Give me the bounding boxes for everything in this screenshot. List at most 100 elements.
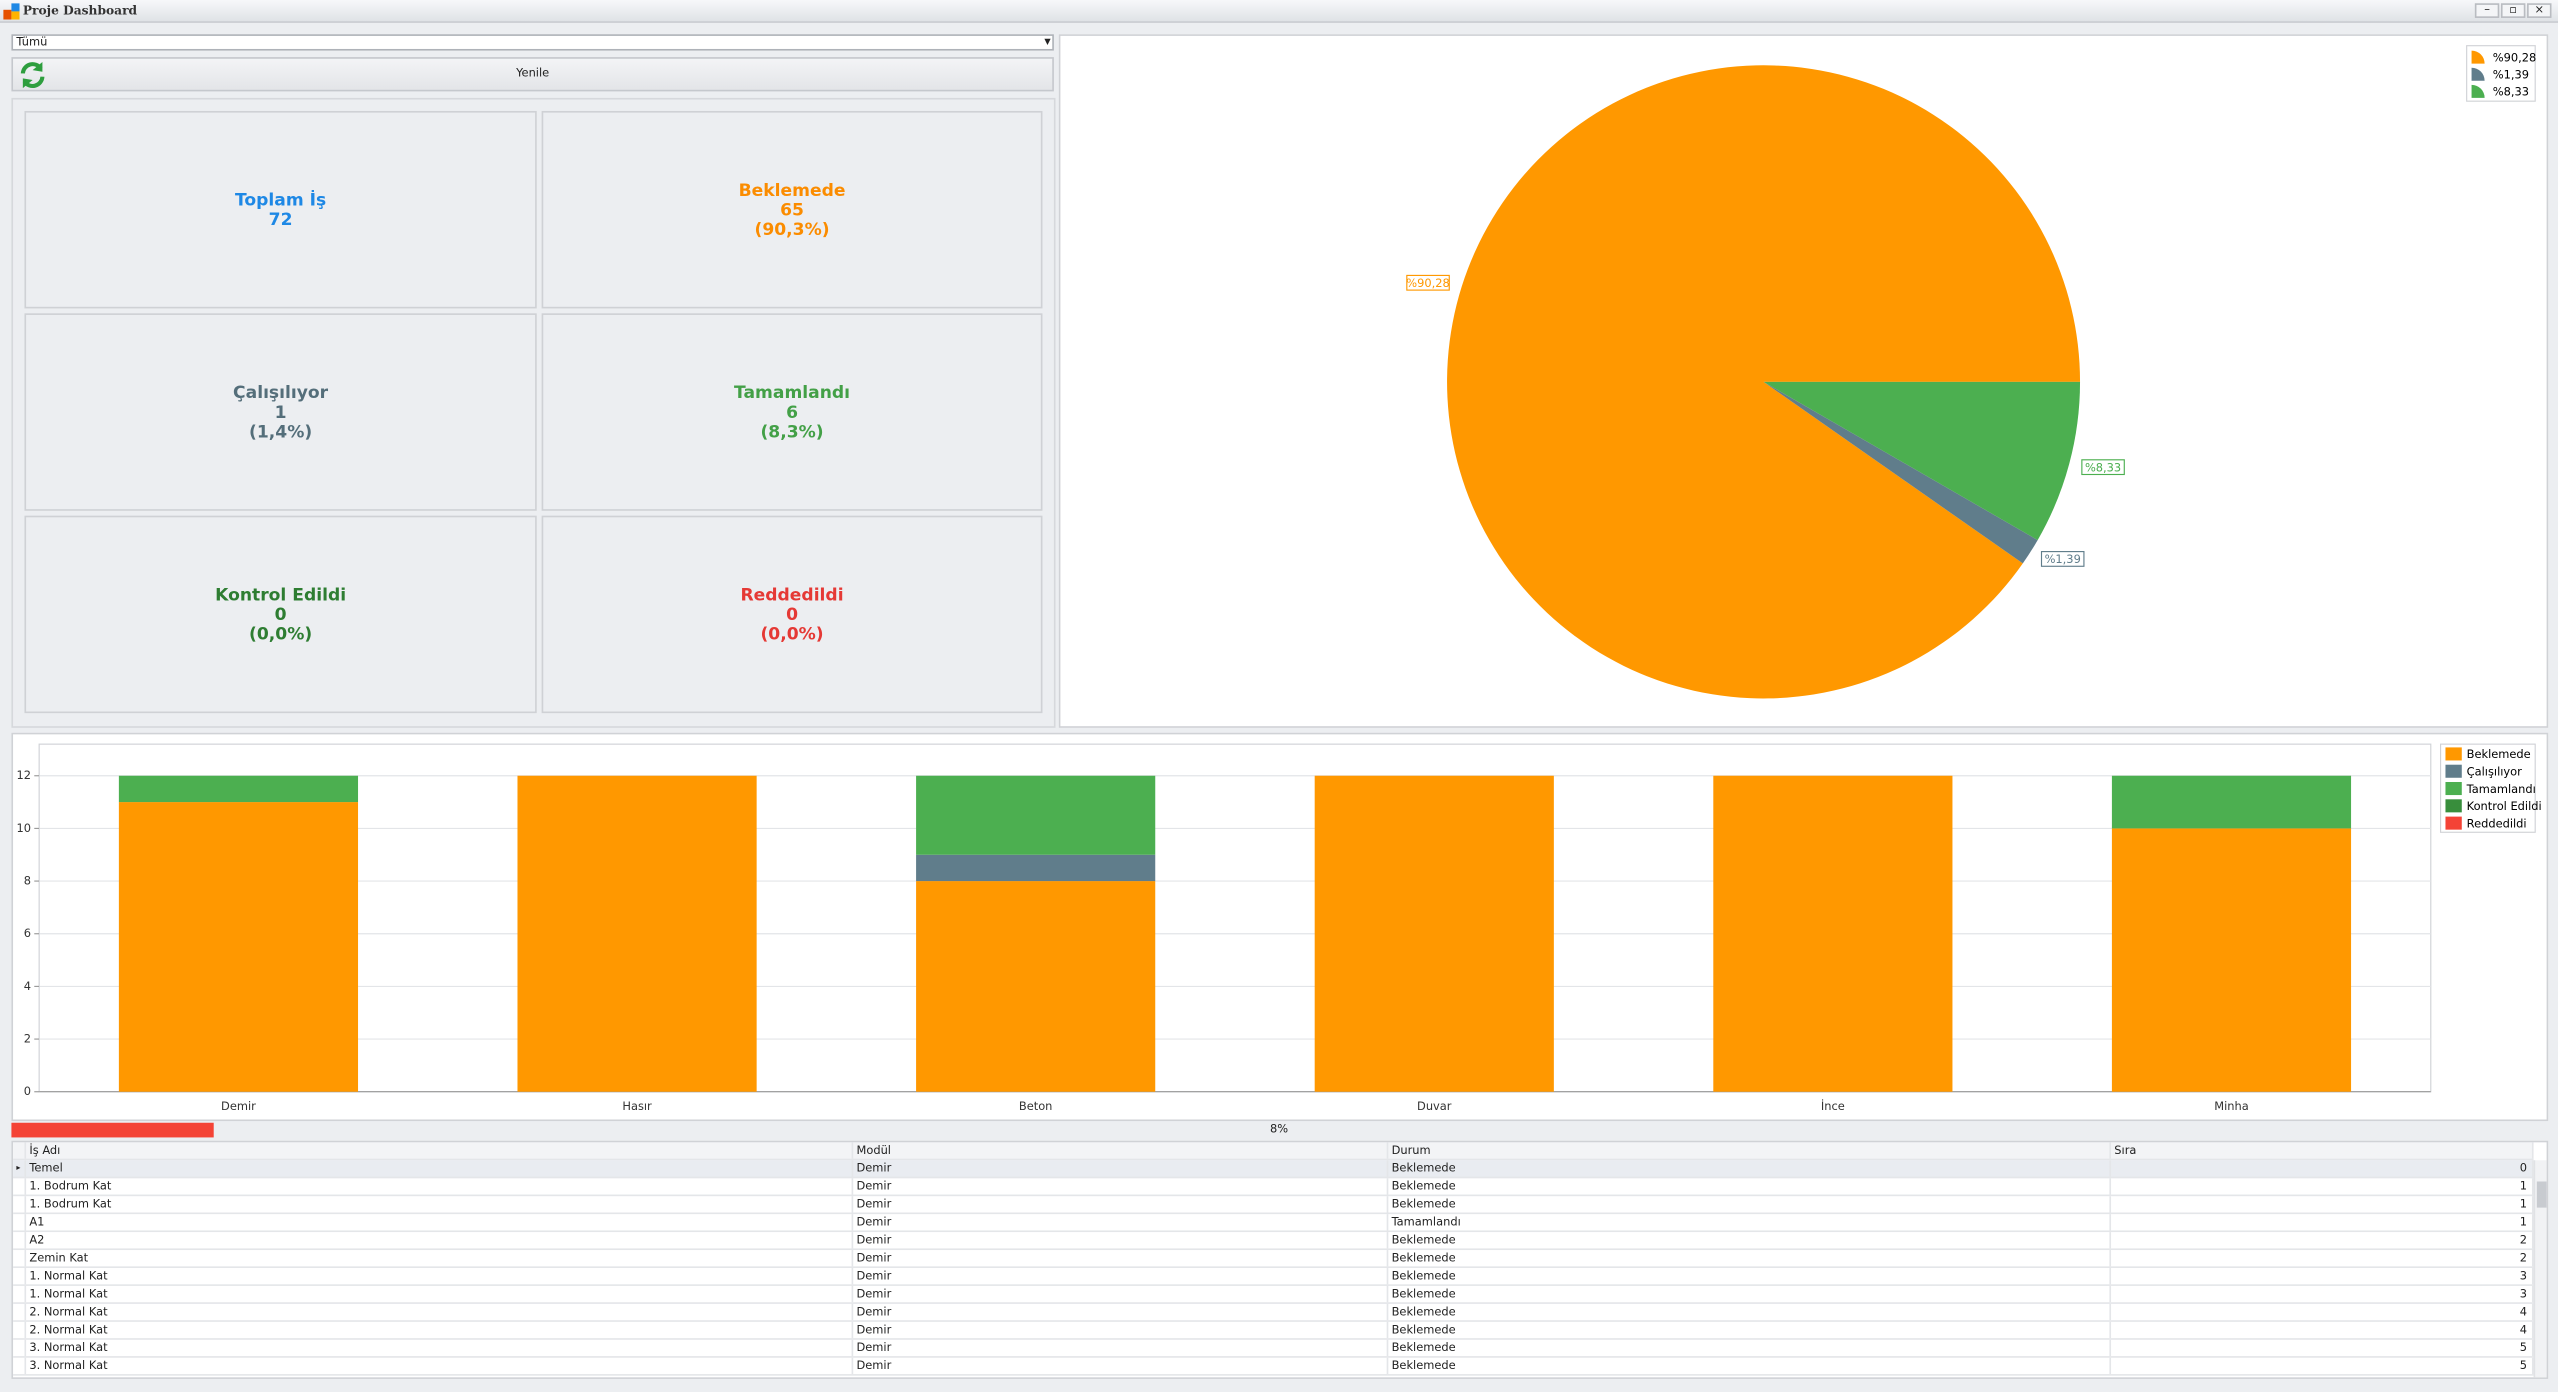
table-cell: 3 <box>2111 1267 2534 1285</box>
table-cell: 4 <box>2111 1321 2534 1339</box>
plot-area <box>38 743 2432 1093</box>
table-cell: A1 <box>26 1214 854 1231</box>
y-tick-label: 0 <box>24 1084 31 1098</box>
x-tick-label: Demir <box>221 1099 256 1113</box>
legend-label: %8,33 <box>2493 85 2529 99</box>
table-cell: Demir <box>853 1160 1389 1177</box>
legend-label: Tamamlandı <box>2466 782 2536 796</box>
table-cell: 1 <box>2111 1214 2534 1231</box>
table-cell: 3 <box>2111 1285 2534 1303</box>
minimize-button[interactable]: – <box>2474 3 2500 18</box>
scroll-thumb[interactable] <box>2536 1181 2547 1208</box>
data-grid: İş Adı Modül Durum Sıra ▸ Temel Demir Beklemede… <box>11 1140 2549 1379</box>
card-title: Tamamlandı <box>734 382 851 403</box>
legend-label: Beklemede <box>2467 747 2531 761</box>
table-cell: Demir <box>853 1232 1389 1249</box>
summary-card: Tamamlandı 6 (8,3%) <box>541 313 1043 511</box>
filter-value: Tümü <box>16 35 48 49</box>
column-header: Durum <box>1388 1142 2112 1159</box>
table-row[interactable]: 2. Normal Kat Demir Beklemede 4 <box>13 1321 2534 1340</box>
table-cell: Demir <box>853 1214 1389 1231</box>
table-cell: 5 <box>2111 1357 2534 1375</box>
close-button[interactable]: × <box>2527 3 2552 18</box>
filter-combo[interactable]: Tümü ▼ <box>11 34 1054 51</box>
table-row[interactable]: ▸ Temel Demir Beklemede 0 <box>13 1160 2534 1179</box>
table-cell: Beklemede <box>1388 1196 2112 1213</box>
row-indicator <box>13 1321 27 1339</box>
legend-label: Çalışılıyor <box>2467 765 2522 779</box>
dropdown-arrow[interactable]: ▼ <box>1044 37 1051 48</box>
legend-label: Kontrol Edildi <box>2467 799 2542 813</box>
card-title: Beklemede <box>738 180 846 200</box>
pie-slice <box>1447 65 2081 699</box>
legend-label: %90,28 <box>2493 50 2536 64</box>
table-cell: Zemin Kat <box>26 1250 854 1267</box>
table-cell: 0 <box>2111 1160 2534 1177</box>
card-title: Reddedildi <box>740 585 844 605</box>
x-tick-label: Duvar <box>1417 1099 1452 1113</box>
table-cell: Demir <box>853 1196 1389 1213</box>
summary-card: Kontrol Edildi 0 (0,0%) <box>24 515 537 714</box>
table-row[interactable]: 1. Bodrum Kat Demir Beklemede 1 <box>13 1178 2534 1197</box>
table-row[interactable]: 3. Normal Kat Demir Beklemede 5 <box>13 1357 2534 1376</box>
y-tick-label: 8 <box>24 874 31 888</box>
bar-segment <box>1314 775 1554 1092</box>
card-percent: (0,0%) <box>249 624 313 644</box>
data-label: %1,39 <box>2045 552 2081 566</box>
header-row: İş Adı Modül Durum Sıra <box>13 1142 2534 1161</box>
bar-segment <box>916 854 1156 882</box>
legend-swatch <box>2445 747 2462 761</box>
card-count: 0 <box>274 604 287 625</box>
legend-swatch <box>2471 67 2485 81</box>
table-cell: Beklemede <box>1388 1160 2112 1177</box>
table-row[interactable]: Zemin Kat Demir Beklemede 2 <box>13 1250 2534 1268</box>
table-cell: Demir <box>853 1357 1389 1375</box>
bar-segment <box>118 775 359 803</box>
row-indicator <box>13 1357 27 1375</box>
table-row[interactable]: 1. Normal Kat Demir Beklemede 3 <box>13 1267 2534 1286</box>
legend-swatch <box>2471 84 2485 98</box>
row-indicator <box>13 1267 27 1285</box>
table-row[interactable]: 1. Bodrum Kat Demir Beklemede 1 <box>13 1196 2534 1215</box>
table-cell: Beklemede <box>1388 1339 2112 1357</box>
legend-label: Reddedildi <box>2467 816 2527 830</box>
table-row[interactable]: 1. Normal Kat Demir Beklemede 3 <box>13 1285 2534 1304</box>
card-count: 65 <box>780 199 804 220</box>
refresh-icon <box>20 62 45 89</box>
data-label: %90,28 <box>1406 276 1449 290</box>
maximize-button[interactable]: ▫ <box>2500 3 2526 18</box>
table-cell: 3. Normal Kat <box>26 1339 854 1357</box>
table-cell: Demir <box>853 1250 1389 1267</box>
bar-segment <box>916 881 1156 1092</box>
card-percent: (8,3%) <box>760 421 824 442</box>
scrollbar[interactable] <box>2533 1160 2547 1378</box>
table-cell: Demir <box>853 1303 1389 1321</box>
row-indicator <box>13 1196 27 1213</box>
table-row[interactable]: 3. Normal Kat Demir Beklemede 5 <box>13 1339 2534 1358</box>
summary-panel: Toplam İş 72 Beklemede 65 (90,3%) Çalışılıyor… <box>11 97 1056 728</box>
table-row[interactable]: A1 Demir Tamamlandı 1 <box>13 1214 2534 1233</box>
y-tick-label: 10 <box>16 821 31 835</box>
legend-swatch <box>2445 764 2462 778</box>
pie-slice <box>1763 381 2038 564</box>
card-count: 72 <box>268 209 293 230</box>
table-cell: 1 <box>2111 1196 2534 1213</box>
y-tick-label: 12 <box>16 768 31 782</box>
row-indicator <box>13 1232 27 1249</box>
card-percent: (1,4%) <box>249 421 313 442</box>
table-row[interactable]: 2. Normal Kat Demir Beklemede 4 <box>13 1303 2534 1322</box>
table-row[interactable]: A2 Demir Beklemede 2 <box>13 1232 2534 1251</box>
bar-segment <box>1713 775 1953 1092</box>
x-tick-label: Hasır <box>622 1099 652 1113</box>
label-box <box>2040 551 2085 567</box>
legend-swatch <box>2445 816 2462 830</box>
bar-segment <box>517 775 757 1092</box>
refresh-button[interactable]: Yenile <box>11 57 1054 92</box>
row-indicator <box>13 1339 27 1357</box>
bar-segment <box>2111 828 2352 1092</box>
progress-fill <box>11 1122 215 1138</box>
app-icon <box>3 3 20 20</box>
